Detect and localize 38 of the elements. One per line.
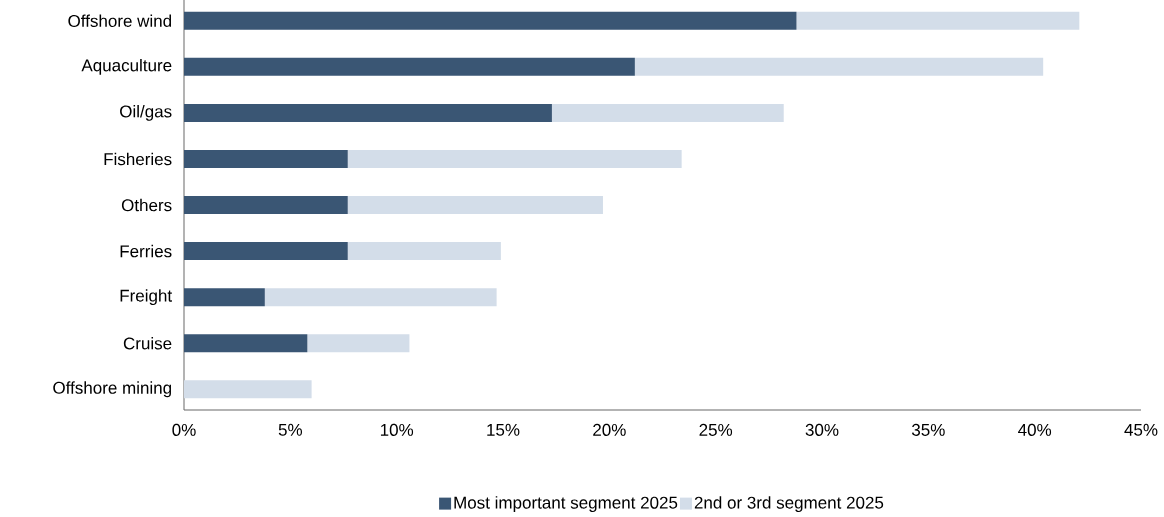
legend-label: Most important segment 2025 — [454, 496, 678, 513]
bar — [184, 103, 552, 122]
bar — [307, 334, 410, 353]
y-tick-label: Oil/gas — [120, 104, 172, 121]
bar — [184, 149, 348, 168]
bar — [796, 11, 1080, 30]
x-tick-label: 15% — [487, 423, 520, 436]
y-tick-label: Others — [121, 198, 172, 212]
y-tick-label: Offshore mining — [53, 381, 172, 398]
bar — [184, 196, 348, 215]
x-tick-label: 0% — [172, 423, 196, 436]
bar — [347, 242, 501, 261]
bar — [184, 11, 797, 30]
y-tick-label: Aquaculture — [81, 58, 172, 75]
bar — [264, 288, 497, 307]
bar — [184, 380, 312, 399]
x-tick-label: 30% — [805, 423, 839, 436]
bar — [184, 334, 308, 353]
x-tick-label: 20% — [593, 423, 626, 436]
legend-label: 2nd or 3rd segment 2025 — [694, 496, 884, 513]
x-tick-label: 45% — [1124, 423, 1158, 436]
bar — [184, 288, 265, 307]
y-tick-label: Cruise — [123, 336, 172, 350]
bar — [551, 103, 784, 122]
y-tick-label: Ferries — [120, 244, 172, 258]
y-tick-label: Offshore wind — [68, 14, 172, 27]
bar — [347, 149, 682, 168]
x-tick-label: 25% — [699, 423, 733, 436]
bar — [634, 57, 1044, 76]
x-tick-label: 10% — [380, 423, 414, 436]
y-tick-label: Freight — [120, 289, 172, 306]
bar — [347, 196, 603, 215]
y-tick-label: Fisheries — [104, 152, 172, 166]
x-tick-label: 35% — [911, 423, 945, 436]
x-tick-label: 5% — [278, 423, 303, 436]
bar — [184, 57, 635, 76]
bar — [184, 242, 348, 261]
x-tick-label: 40% — [1018, 423, 1052, 436]
